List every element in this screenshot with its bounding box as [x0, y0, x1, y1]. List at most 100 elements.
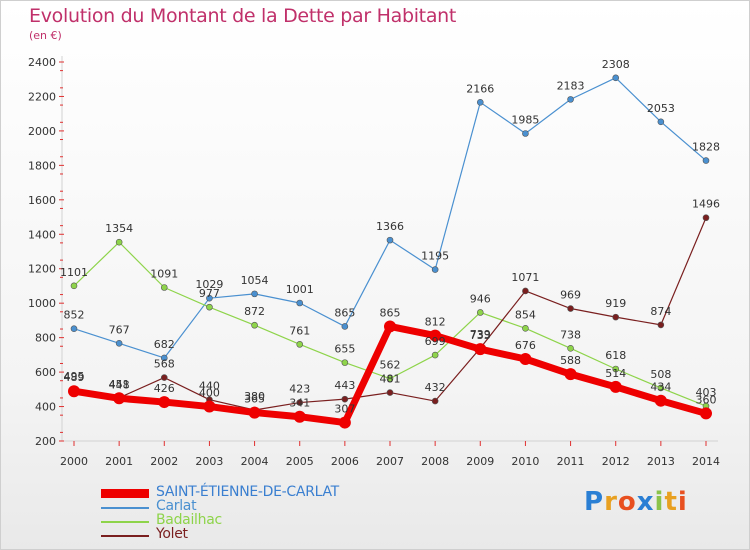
- x-tick-label: 2011: [557, 455, 585, 468]
- data-label-badailhac: 403: [696, 386, 717, 399]
- data-label-main: 400: [199, 387, 220, 400]
- data-point-yolet: [431, 397, 439, 405]
- x-tick-label: 2000: [60, 455, 88, 468]
- x-tick-label: 2005: [286, 455, 314, 468]
- y-tick-label: 200: [35, 435, 56, 448]
- data-label-carlat: 2166: [466, 82, 494, 95]
- x-tick-label: 2014: [692, 455, 720, 468]
- data-label-main: 426: [154, 382, 175, 395]
- data-point-main: [654, 394, 667, 407]
- data-point-badailhac: [115, 238, 123, 246]
- data-label-yolet: 443: [334, 379, 355, 392]
- data-point-carlat: [115, 340, 123, 347]
- y-tick-label: 800: [35, 332, 56, 345]
- data-point-carlat: [296, 299, 304, 307]
- data-label-yolet: 495: [64, 370, 85, 383]
- data-label-yolet: 568: [154, 358, 175, 371]
- data-label-yolet: 423: [289, 383, 310, 396]
- data-point-yolet: [522, 287, 529, 295]
- data-point-main: [700, 407, 712, 420]
- data-point-badailhac: [522, 325, 529, 332]
- data-point-carlat: [476, 99, 484, 106]
- data-point-badailhac: [160, 284, 168, 291]
- data-label-badailhac: 655: [334, 343, 355, 356]
- data-label-yolet: 874: [650, 305, 671, 318]
- logo-letter: r: [604, 487, 618, 517]
- y-tick-label: 1000: [28, 297, 56, 310]
- data-label-main: 489: [64, 371, 85, 384]
- y-tick-label: 2000: [28, 125, 56, 138]
- data-label-main: 676: [515, 339, 536, 352]
- data-label-badailhac: 977: [199, 287, 220, 300]
- data-point-carlat: [657, 118, 665, 126]
- x-tick-label: 2008: [421, 455, 449, 468]
- data-point-badailhac: [567, 345, 574, 352]
- x-tick-label: 2002: [150, 455, 178, 468]
- proxiti-logo: Proxiti: [584, 487, 688, 517]
- data-label-yolet: 481: [380, 373, 401, 386]
- data-point-main: [293, 410, 306, 423]
- x-tick-label: 2001: [105, 455, 133, 468]
- legend-label: SAINT-ÉTIENNE-DE-CARLAT: [156, 484, 339, 500]
- data-label-badailhac: 1091: [150, 268, 178, 281]
- data-label-yolet: 432: [425, 381, 446, 394]
- data-label-carlat: 1985: [511, 113, 539, 126]
- data-label-main: 365: [244, 393, 265, 406]
- legend-label: Carlat: [156, 498, 197, 514]
- data-point-main: [384, 320, 396, 333]
- data-label-carlat: 2183: [557, 79, 585, 92]
- data-label-badailhac: 872: [244, 305, 265, 318]
- data-label-main: 733: [470, 329, 491, 342]
- data-label-carlat: 2308: [602, 58, 630, 71]
- data-point-main: [564, 368, 577, 381]
- data-point-main: [474, 343, 487, 356]
- data-point-main: [113, 392, 126, 405]
- data-point-yolet: [567, 305, 574, 312]
- y-tick-label: 1800: [28, 159, 56, 172]
- data-label-carlat: 1195: [421, 250, 449, 263]
- data-label-main: 588: [560, 354, 581, 367]
- logo-letter: i: [677, 487, 688, 517]
- data-point-main: [338, 416, 351, 429]
- legend-swatch: [101, 535, 149, 537]
- data-label-badailhac: 562: [380, 359, 401, 372]
- data-point-carlat: [567, 96, 574, 103]
- data-label-badailhac: 1354: [105, 222, 133, 235]
- data-point-main: [68, 385, 80, 398]
- data-point-main: [429, 329, 442, 342]
- data-label-badailhac: 738: [560, 328, 581, 341]
- data-label-yolet: 451: [109, 378, 130, 391]
- chart-title: Evolution du Montant de la Dette par Hab…: [29, 5, 457, 27]
- data-point-badailhac: [251, 321, 258, 329]
- data-label-yolet: 380: [244, 390, 265, 403]
- data-point-carlat: [206, 294, 213, 302]
- logo-letter: P: [584, 487, 605, 517]
- data-label-carlat: 2053: [647, 102, 675, 115]
- data-label-main: 341: [289, 397, 310, 410]
- data-label-carlat: 852: [64, 309, 85, 322]
- y-tick-label: 1400: [28, 228, 56, 241]
- data-label-carlat: 1054: [241, 274, 269, 287]
- data-point-carlat: [341, 323, 349, 330]
- data-point-main: [248, 406, 261, 419]
- data-label-main: 514: [605, 367, 626, 380]
- data-point-badailhac: [657, 384, 665, 392]
- data-point-carlat: [702, 157, 710, 164]
- x-tick-label: 2009: [466, 455, 494, 468]
- data-point-yolet: [657, 321, 665, 329]
- data-point-yolet: [296, 399, 304, 406]
- data-point-yolet: [386, 389, 394, 396]
- data-label-yolet: 739: [470, 328, 491, 341]
- data-label-carlat: 682: [154, 338, 175, 351]
- data-point-yolet: [612, 313, 620, 321]
- data-label-yolet: 440: [199, 380, 220, 393]
- logo-letter: x: [636, 487, 655, 517]
- data-point-carlat: [522, 130, 529, 137]
- data-label-carlat: 865: [334, 306, 355, 319]
- y-tick-label: 1200: [28, 263, 56, 276]
- x-tick-label: 2012: [602, 455, 630, 468]
- chart-subtitle: (en €): [29, 29, 62, 42]
- data-point-badailhac: [296, 341, 304, 348]
- y-tick-label: 400: [35, 401, 56, 414]
